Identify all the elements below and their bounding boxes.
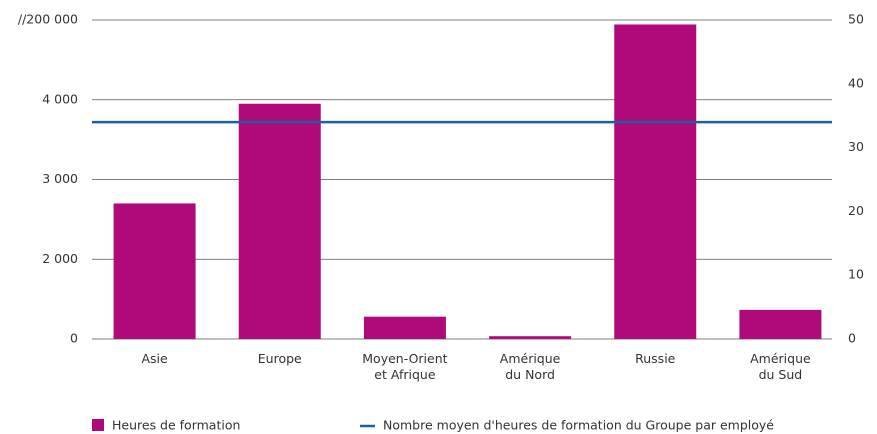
y-tick-label: 0 [70, 331, 78, 346]
bar [614, 24, 697, 339]
y2-tick-label: 10 [848, 267, 864, 282]
y-tick-label: 4 000 [42, 91, 78, 106]
legend-label: Nombre moyen d'heures de formation du Gr… [383, 418, 774, 433]
bar [363, 316, 446, 339]
legend-label: Heures de formation [112, 418, 240, 433]
y2-tick-label: 30 [848, 139, 864, 154]
x-tick-label: Amérique du Sud [750, 351, 811, 382]
x-tick-label: Russie [635, 351, 676, 366]
x-tick-label: Amérique du Nord [500, 351, 561, 382]
bar [113, 203, 196, 339]
y-tick-label: //200 000 [18, 12, 78, 27]
y-tick-label: 2 000 [42, 251, 78, 266]
x-tick-label: Moyen-Orient et Afrique [362, 351, 447, 382]
y-tick-label: 3 000 [42, 171, 78, 186]
x-tick-label: Asie [141, 351, 168, 366]
bar [238, 103, 321, 339]
y2-tick-label: 50 [848, 12, 864, 27]
y2-tick-label: 0 [848, 331, 856, 346]
legend-swatch [92, 419, 104, 431]
x-tick-label: Europe [258, 351, 302, 366]
y2-tick-label: 40 [848, 75, 864, 90]
bar [489, 336, 572, 339]
y2-tick-label: 20 [848, 203, 864, 218]
bar [739, 309, 822, 339]
